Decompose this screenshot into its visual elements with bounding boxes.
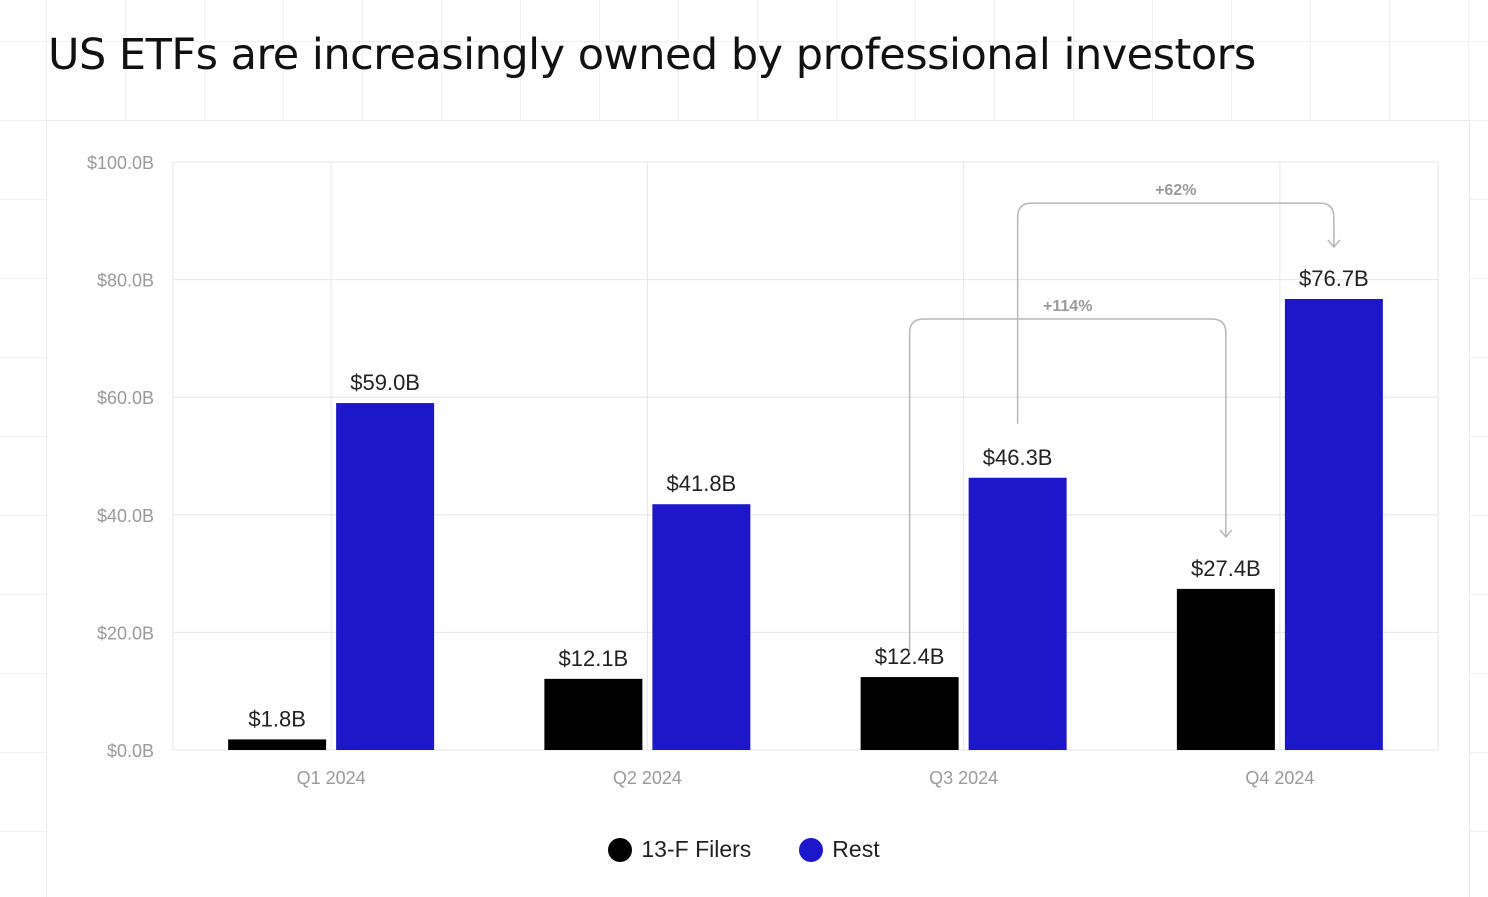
data-label-13-f-filers-q2-2024: $12.1B [559,646,629,671]
x-tick-label: Q4 2024 [1245,768,1314,788]
legend-swatch-13f-filers [608,837,633,862]
bar-rest-q4-2024 [1284,299,1383,750]
growth-annotation-label: +114% [1043,298,1092,315]
bar-rest-q2-2024 [652,504,751,750]
bar-13-f-filers-q1-2024 [228,739,327,750]
data-label-rest-q1-2024: $59.0B [350,370,420,395]
y-tick-label: $60.0B [97,388,154,408]
legend-label-13f-filers: 13-F Filers [641,836,752,862]
x-tick-label: Q1 2024 [297,768,366,788]
y-tick-label: $100.0B [87,153,154,173]
y-tick-label: $0.0B [107,741,154,761]
arrowhead-icon [1219,529,1233,539]
data-label-13-f-filers-q1-2024: $1.8B [248,706,306,731]
legend: 13-F Filers Rest [0,836,1488,863]
growth-bracket-1 [1016,202,1335,424]
y-tick-label: $40.0B [97,506,154,526]
data-label-rest-q4-2024: $76.7B [1299,266,1369,291]
legend-label-rest: Rest [832,836,880,862]
chart-card [46,120,1470,897]
legend-swatch-rest [799,837,824,862]
arrowhead-icon [1327,239,1341,249]
x-tick-label: Q2 2024 [613,768,682,788]
growth-annotation-label: +62% [1155,182,1196,199]
chart-title: US ETFs are increasingly owned by profes… [48,30,1256,80]
bar-rest-q3-2024 [968,477,1067,750]
bar-13-f-filers-q2-2024 [544,678,643,750]
data-label-rest-q2-2024: $41.8B [667,471,737,496]
data-label-rest-q3-2024: $46.3B [983,445,1053,470]
bar-13-f-filers-q3-2024 [860,677,959,750]
growth-bracket-2 [908,318,1227,654]
legend-item-rest[interactable]: Rest [799,836,880,863]
bar-13-f-filers-q4-2024 [1176,588,1275,750]
x-tick-label: Q3 2024 [929,768,998,788]
y-tick-label: $20.0B [97,623,154,643]
bar-rest-q1-2024 [336,403,435,750]
data-label-13-f-filers-q4-2024: $27.4B [1191,556,1261,581]
legend-item-13f-filers[interactable]: 13-F Filers [608,836,751,863]
y-tick-label: $80.0B [97,271,154,291]
